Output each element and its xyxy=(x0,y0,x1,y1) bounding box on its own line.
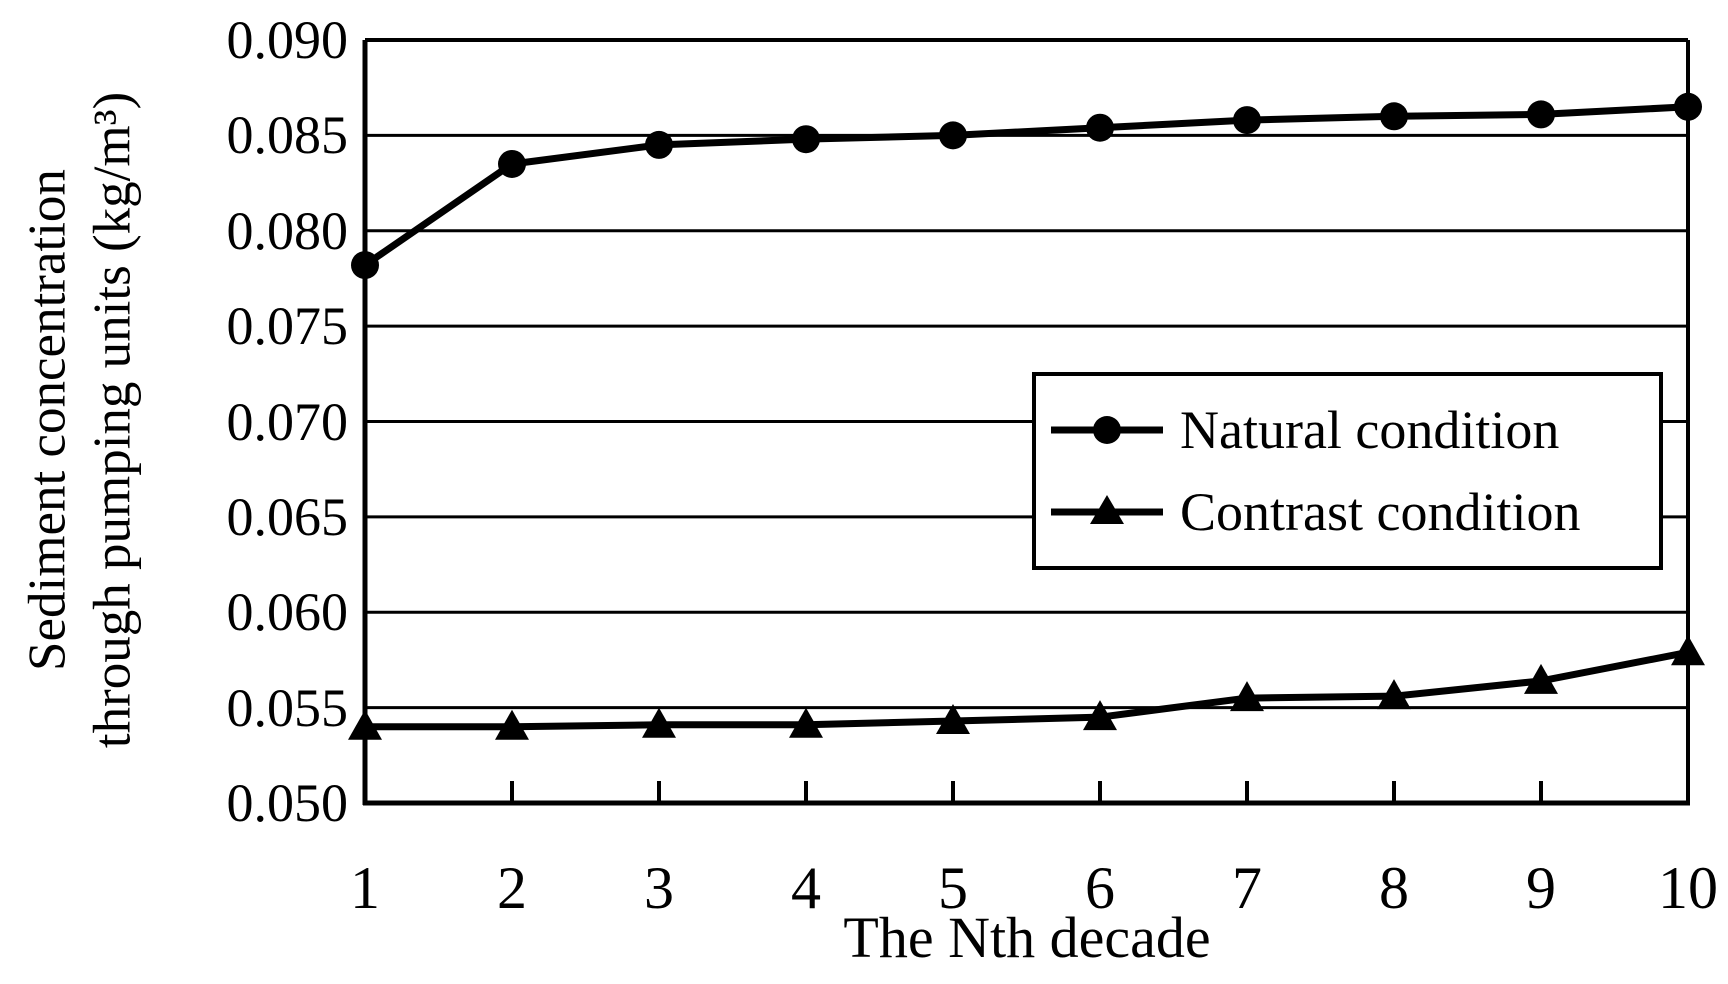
data-point-circle xyxy=(939,121,967,150)
legend: Natural condition Contrast condition xyxy=(1032,372,1663,570)
data-point-circle xyxy=(351,251,379,280)
data-point-triangle xyxy=(1083,700,1117,731)
x-tick-label: 10 xyxy=(1658,855,1718,921)
y-tick-label: 0.090 xyxy=(226,10,349,70)
triangle-marker-icon xyxy=(1051,494,1163,524)
x-axis-title: The Nth decade xyxy=(843,905,1211,970)
y-tick-label: 0.080 xyxy=(226,200,349,261)
data-point-circle xyxy=(1527,100,1555,129)
y-tick-label: 0.050 xyxy=(226,773,349,833)
y-tick-label: 0.070 xyxy=(226,391,349,452)
x-tick-label: 6 xyxy=(1085,855,1115,921)
x-tick-label: 7 xyxy=(1232,855,1262,921)
legend-item-natural: Natural condition xyxy=(1048,403,1659,457)
data-point-triangle xyxy=(642,707,676,738)
data-point-triangle xyxy=(495,709,529,740)
y-tick-label: 0.065 xyxy=(226,486,349,547)
x-tick-label: 3 xyxy=(644,855,674,921)
data-point-triangle xyxy=(1230,681,1264,712)
x-tick-label: 5 xyxy=(938,855,968,921)
y-tick-label: 0.060 xyxy=(226,582,349,643)
data-point-triangle xyxy=(789,707,823,738)
data-point-triangle xyxy=(936,703,970,734)
x-tick-label: 1 xyxy=(350,855,380,921)
data-point-circle xyxy=(1380,102,1408,131)
series-line-natural xyxy=(363,103,1689,268)
data-point-circle xyxy=(1233,106,1261,135)
data-point-circle xyxy=(792,125,820,154)
data-point-triangle xyxy=(348,709,382,740)
data-point-circle xyxy=(645,130,673,159)
y-tick-label: 0.055 xyxy=(226,677,349,738)
legend-label-natural: Natural condition xyxy=(1180,400,1560,461)
circle-marker-icon xyxy=(1051,416,1163,445)
x-tick-label: 9 xyxy=(1526,855,1556,921)
data-point-triangle xyxy=(1671,635,1705,666)
legend-item-contrast: Contrast condition xyxy=(1048,485,1659,539)
x-tick-label: 2 xyxy=(497,855,527,921)
legend-label-contrast: Contrast condition xyxy=(1180,481,1581,542)
y-tick-label: 0.075 xyxy=(226,296,349,357)
data-point-circle xyxy=(1674,92,1702,121)
y-tick-label: 0.085 xyxy=(226,105,349,166)
data-point-triangle xyxy=(1524,663,1558,694)
data-point-triangle xyxy=(1377,679,1411,710)
x-tick-label: 4 xyxy=(791,855,821,921)
data-point-circle xyxy=(498,149,526,178)
data-point-circle xyxy=(1086,113,1114,142)
series-line-contrast xyxy=(365,648,1689,731)
x-tick-label: 8 xyxy=(1379,855,1409,921)
